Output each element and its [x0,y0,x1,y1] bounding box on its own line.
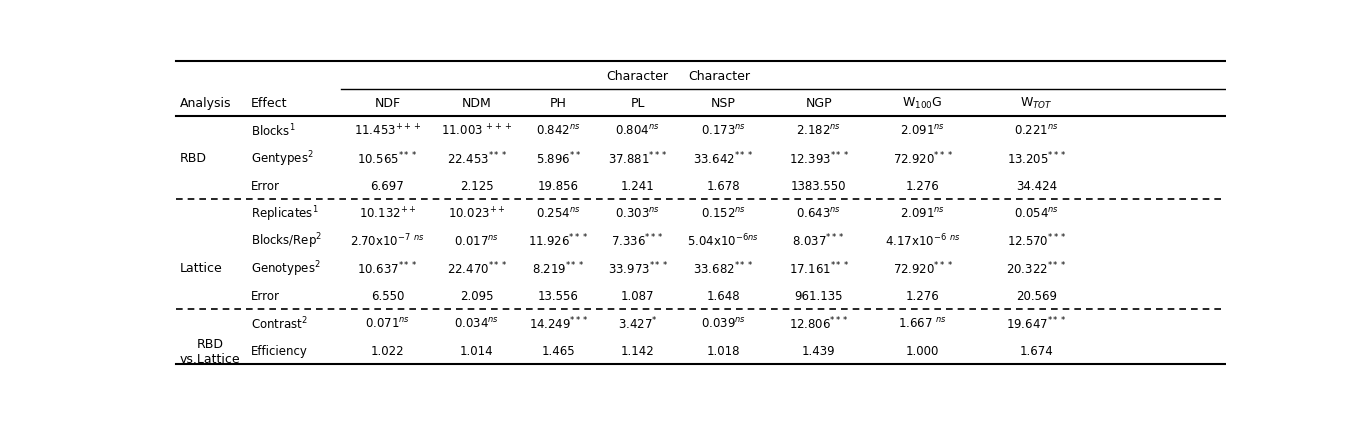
Text: Replicates$^1$: Replicates$^1$ [251,204,319,223]
Text: PL: PL [631,97,646,110]
Text: 7.336$^{***}$: 7.336$^{***}$ [612,233,665,249]
Text: 0.017$^{ns}$: 0.017$^{ns}$ [454,234,500,248]
Text: 1.667 $^{ns}$: 1.667 $^{ns}$ [898,316,947,330]
Text: 961.135: 961.135 [794,289,843,302]
Text: NSP: NSP [711,97,735,110]
Text: 2.091$^{ns}$: 2.091$^{ns}$ [900,124,945,138]
Text: 0.842$^{ns}$: 0.842$^{ns}$ [537,124,580,138]
Text: 20.322$^{***}$: 20.322$^{***}$ [1007,260,1066,276]
Text: NDF: NDF [375,97,400,110]
Text: NDM: NDM [462,97,492,110]
Text: 5.04x10$^{-6}$$^{ns}$: 5.04x10$^{-6}$$^{ns}$ [688,233,759,249]
Text: RBD
vs.Lattice: RBD vs.Lattice [180,337,240,365]
Text: RBD: RBD [180,152,207,165]
Text: 2.091$^{ns}$: 2.091$^{ns}$ [900,207,945,220]
Text: Error: Error [251,179,281,192]
Text: 10.132$^{++}$: 10.132$^{++}$ [358,206,417,221]
Text: 1.000: 1.000 [906,345,940,357]
Text: 22.453$^{***}$: 22.453$^{***}$ [447,150,507,167]
Text: 13.556: 13.556 [538,289,579,302]
Text: Error: Error [251,289,281,302]
Text: 1.678: 1.678 [707,179,740,192]
Text: 8.037$^{***}$: 8.037$^{***}$ [793,233,844,249]
Text: 37.881$^{***}$: 37.881$^{***}$ [607,150,667,167]
Text: 1.648: 1.648 [707,289,740,302]
Text: 0.221$^{ns}$: 0.221$^{ns}$ [1015,124,1058,138]
Text: 0.643$^{ns}$: 0.643$^{ns}$ [797,207,842,220]
Text: W$_{TOT}$: W$_{TOT}$ [1020,96,1053,111]
Text: 10.637$^{***}$: 10.637$^{***}$ [357,260,418,276]
Text: Contrast$^2$: Contrast$^2$ [251,315,308,332]
Text: 2.182$^{ns}$: 2.182$^{ns}$ [797,124,842,138]
Text: 0.152$^{ns}$: 0.152$^{ns}$ [700,207,746,220]
Text: 72.920$^{***}$: 72.920$^{***}$ [892,260,952,276]
Text: Gentypes$^2$: Gentypes$^2$ [251,148,313,168]
Text: 20.569: 20.569 [1016,289,1057,302]
Text: 11.003 $^{+++}$: 11.003 $^{+++}$ [441,123,512,138]
Text: 1.087: 1.087 [621,289,655,302]
Text: 17.161$^{***}$: 17.161$^{***}$ [789,260,849,276]
Text: 33.642$^{***}$: 33.642$^{***}$ [693,150,753,167]
Text: 10.023$^{++}$: 10.023$^{++}$ [448,206,505,221]
Text: 22.470$^{***}$: 22.470$^{***}$ [447,260,507,276]
Text: 11.926$^{***}$: 11.926$^{***}$ [528,233,588,249]
Text: 4.17x10$^{-6}$ $^{ns}$: 4.17x10$^{-6}$ $^{ns}$ [885,233,960,249]
Text: 0.303$^{ns}$: 0.303$^{ns}$ [616,207,661,220]
Text: Effect: Effect [251,97,287,110]
Text: 19.647$^{***}$: 19.647$^{***}$ [1007,315,1066,332]
Text: 13.205$^{***}$: 13.205$^{***}$ [1007,150,1066,167]
Text: 1.439: 1.439 [802,345,835,357]
Text: Blocks$^1$: Blocks$^1$ [251,122,296,139]
Text: 72.920$^{***}$: 72.920$^{***}$ [892,150,952,167]
Text: 3.427$^{*}$: 3.427$^{*}$ [618,315,658,332]
Text: 6.550: 6.550 [370,289,405,302]
Text: 0.039$^{ns}$: 0.039$^{ns}$ [700,316,746,330]
Text: 0.173$^{ns}$: 0.173$^{ns}$ [700,124,746,138]
Text: W$_{100}$G: W$_{100}$G [903,96,943,111]
Text: 34.424: 34.424 [1016,179,1057,192]
Text: Character: Character [606,69,669,82]
Text: Analysis: Analysis [180,97,232,110]
Text: 1.276: 1.276 [906,289,940,302]
Text: Blocks/Rep$^2$: Blocks/Rep$^2$ [251,231,323,251]
Text: Genotypes$^2$: Genotypes$^2$ [251,259,321,278]
Text: 33.682$^{***}$: 33.682$^{***}$ [693,260,753,276]
Text: 0.054$^{ns}$: 0.054$^{ns}$ [1013,207,1060,220]
Text: 1.241: 1.241 [621,179,655,192]
Text: 12.806$^{***}$: 12.806$^{***}$ [789,315,849,332]
Text: 33.973$^{***}$: 33.973$^{***}$ [607,260,667,276]
Text: 2.125: 2.125 [460,179,493,192]
Text: Character: Character [688,69,750,82]
Text: 0.071$^{ns}$: 0.071$^{ns}$ [365,316,410,330]
Text: 10.565$^{***}$: 10.565$^{***}$ [357,150,418,167]
Text: PH: PH [550,97,567,110]
Text: 12.393$^{***}$: 12.393$^{***}$ [789,150,849,167]
Text: 6.697: 6.697 [370,179,405,192]
Text: 1.022: 1.022 [370,345,405,357]
Text: 1.142: 1.142 [621,345,655,357]
Text: 8.219$^{***}$: 8.219$^{***}$ [533,260,584,276]
Text: 1.276: 1.276 [906,179,940,192]
Text: 1.465: 1.465 [542,345,575,357]
Text: 1.674: 1.674 [1020,345,1053,357]
Text: 2.095: 2.095 [460,289,493,302]
Text: 1.018: 1.018 [707,345,740,357]
Text: Lattice: Lattice [180,262,222,275]
Text: Efficiency: Efficiency [251,345,308,357]
Text: 5.896$^{**}$: 5.896$^{**}$ [537,150,582,167]
Text: 2.70x10$^{-7}$ $^{ns}$: 2.70x10$^{-7}$ $^{ns}$ [350,233,425,249]
Text: 0.254$^{ns}$: 0.254$^{ns}$ [537,207,580,220]
Text: 0.804$^{ns}$: 0.804$^{ns}$ [616,124,661,138]
Text: NGP: NGP [805,97,832,110]
Text: 1.014: 1.014 [460,345,493,357]
Text: 12.570$^{***}$: 12.570$^{***}$ [1007,233,1066,249]
Text: 0.034$^{ns}$: 0.034$^{ns}$ [454,316,500,330]
Text: 1383.550: 1383.550 [791,179,846,192]
Text: 14.249$^{***}$: 14.249$^{***}$ [528,315,588,332]
Text: 11.453$^{+++}$: 11.453$^{+++}$ [354,123,421,138]
Text: 19.856: 19.856 [538,179,579,192]
